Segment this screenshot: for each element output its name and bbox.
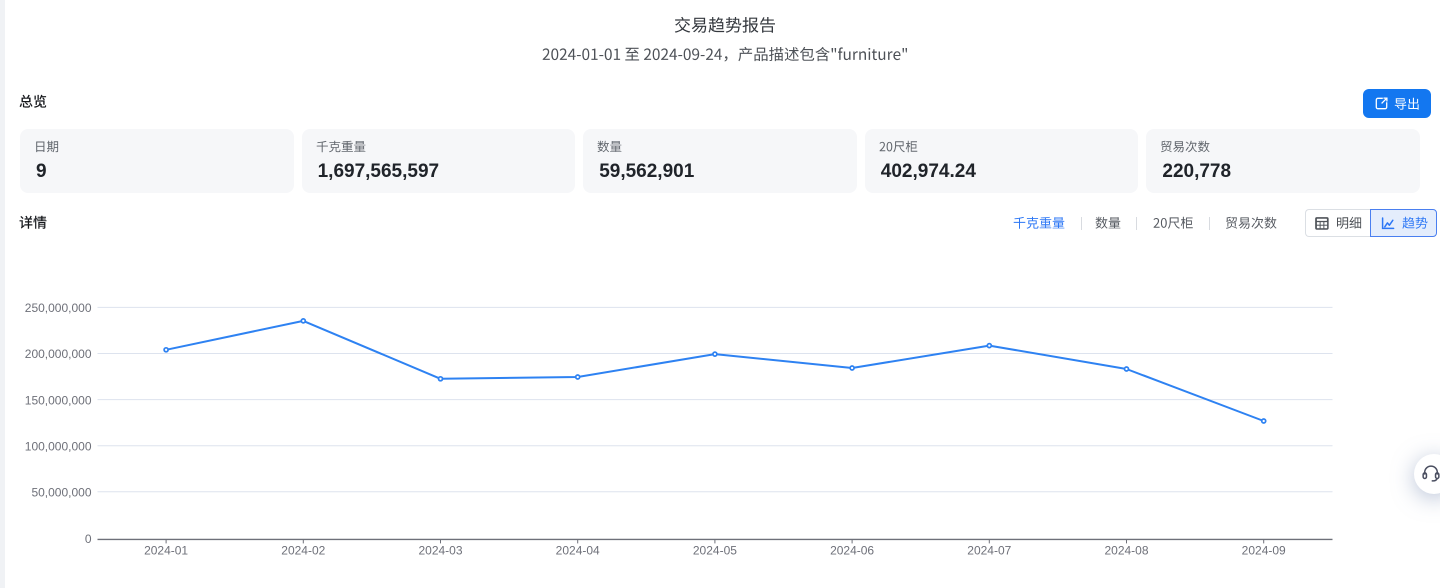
svg-text:2024-02: 2024-02	[281, 544, 325, 558]
svg-text:2024-04: 2024-04	[556, 544, 600, 558]
svg-text:100,000,000: 100,000,000	[25, 440, 92, 454]
svg-text:2024-01: 2024-01	[144, 544, 188, 558]
svg-text:2024-03: 2024-03	[418, 544, 462, 558]
svg-text:200,000,000: 200,000,000	[25, 347, 92, 361]
svg-text:150,000,000: 150,000,000	[25, 393, 92, 407]
svg-text:2024-08: 2024-08	[1104, 544, 1148, 558]
svg-text:2024-09: 2024-09	[1242, 544, 1286, 558]
svg-text:0: 0	[85, 532, 92, 546]
svg-text:50,000,000: 50,000,000	[31, 486, 91, 500]
svg-text:2024-07: 2024-07	[967, 544, 1011, 558]
svg-text:2024-05: 2024-05	[693, 544, 737, 558]
svg-text:2024-06: 2024-06	[830, 544, 874, 558]
svg-text:250,000,000: 250,000,000	[25, 301, 92, 315]
